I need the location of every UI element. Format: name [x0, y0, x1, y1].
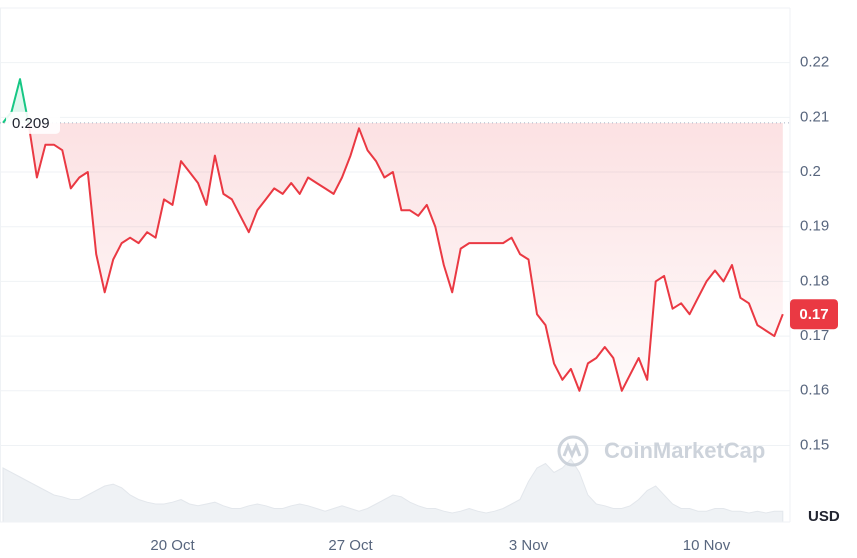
baseline-label-bg	[6, 111, 60, 134]
last-value-badge	[790, 299, 838, 330]
watermark-logo	[557, 435, 589, 467]
baseline-label: 0.209	[12, 115, 50, 132]
x-tick-label: 3 Nov	[509, 537, 549, 554]
x-tick-label: 10 Nov	[683, 537, 731, 554]
watermark-logo	[562, 442, 582, 459]
price-line	[2, 78, 784, 392]
y-tick-label: 0.2	[800, 163, 821, 180]
y-tick-label: 0.22	[800, 54, 829, 71]
watermark-text: CoinMarketCap	[604, 438, 765, 463]
watermark: CoinMarketCap	[557, 435, 765, 467]
y-tick-label: 0.17	[800, 327, 829, 344]
y-tick-label: 0.19	[800, 218, 829, 235]
y-tick-label: 0.21	[800, 108, 829, 125]
y-tick-label: 0.16	[800, 382, 829, 399]
price-area	[3, 79, 783, 391]
volume	[2, 458, 784, 523]
y-tick-label: 0.15	[800, 436, 829, 453]
x-tick-label: 27 Oct	[328, 537, 373, 554]
volume-area	[2, 458, 784, 523]
y-tick-label: 0.18	[800, 272, 829, 289]
plot: 0.209	[0, 78, 790, 392]
currency-label: USD	[808, 508, 840, 525]
last-value-label: 0.17	[799, 306, 828, 323]
x-tick-label: 20 Oct	[150, 537, 195, 554]
